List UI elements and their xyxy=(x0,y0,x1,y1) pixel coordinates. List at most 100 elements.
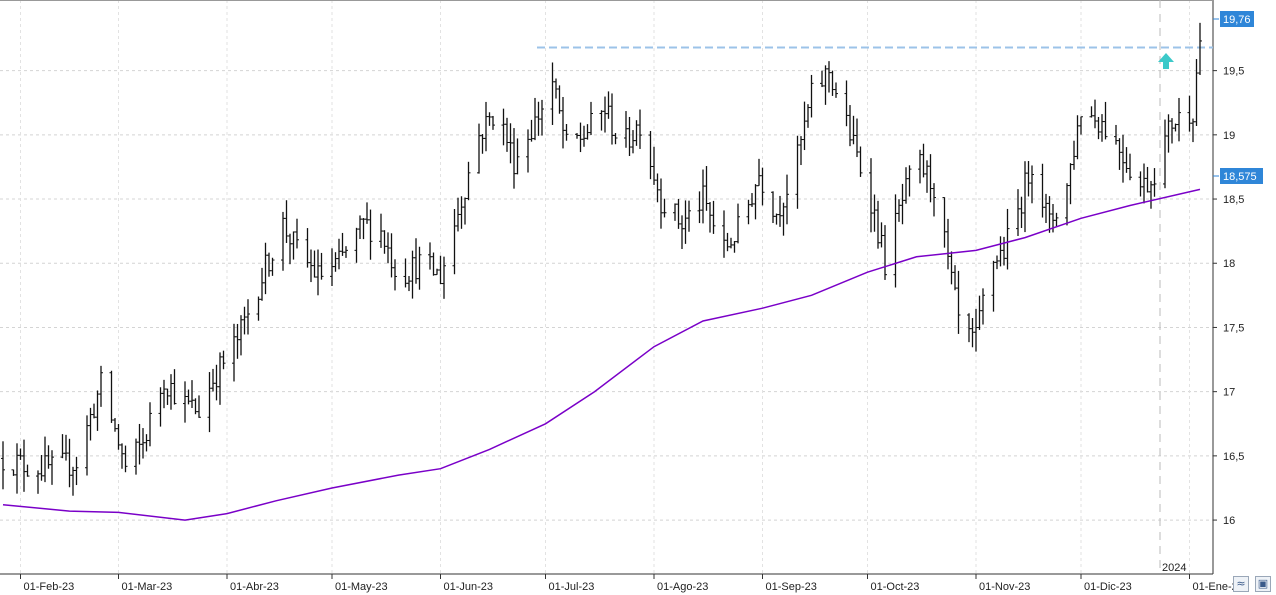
moving-average-line xyxy=(2,188,1201,521)
ohlc-bar xyxy=(459,196,464,229)
ohlc-bar xyxy=(701,169,705,224)
ohlc-bar xyxy=(165,388,170,405)
ohlc-bar xyxy=(652,146,656,185)
ohlc-bar xyxy=(921,143,926,178)
ohlc-bar xyxy=(410,250,415,299)
ohlc-bar xyxy=(134,438,138,475)
ohlc-bar xyxy=(305,228,310,268)
ohlc-bar xyxy=(221,350,226,370)
ohlc-bar xyxy=(785,174,789,225)
ohlc-bar xyxy=(263,242,268,295)
ohlc-bar xyxy=(386,232,390,264)
ohlc-bar xyxy=(1117,138,1122,170)
up-arrow-icon xyxy=(1158,53,1174,69)
ohlc-bar xyxy=(137,423,142,465)
ohlc-bar xyxy=(1093,99,1097,129)
ohlc-bar xyxy=(74,456,79,486)
ohlc-bar xyxy=(680,215,684,250)
ohlc-bar xyxy=(806,104,810,128)
ohlc-bar xyxy=(330,248,334,287)
ohlc-bar xyxy=(260,267,264,301)
ohlc-bar xyxy=(1054,212,1059,227)
ohlc-bar xyxy=(183,381,187,423)
ohlc-bar xyxy=(725,232,730,252)
ohlc-bar xyxy=(753,184,758,220)
ohlc-bar xyxy=(256,296,261,321)
ohlc-bar xyxy=(239,315,243,356)
ohlc-bar xyxy=(1040,163,1045,218)
grid-lines xyxy=(0,0,1213,574)
ohlc-bar xyxy=(365,202,369,224)
ohlc-bar xyxy=(43,436,47,483)
ohlc-bar xyxy=(1100,114,1104,142)
ohlc-bar xyxy=(998,236,1003,267)
ohlc-bar xyxy=(50,450,54,485)
ohlc-bar xyxy=(85,415,89,476)
ohlc-bar xyxy=(981,288,985,325)
ohlc-bar xyxy=(197,395,201,418)
y-tick-label: 18 xyxy=(1223,258,1235,270)
ohlc-bar xyxy=(708,202,712,233)
ohlc-bar xyxy=(802,101,807,151)
ohlc-bar xyxy=(634,120,639,146)
ohlc-bar xyxy=(368,209,373,260)
ohlc-bar xyxy=(683,200,688,244)
ohlc-bar xyxy=(435,268,439,276)
ohlc-bar xyxy=(928,154,933,203)
ohlc-bar xyxy=(1103,101,1108,140)
ohlc-bar xyxy=(974,308,978,352)
ohlc-bar xyxy=(848,105,852,147)
ohlc-bar xyxy=(925,160,929,193)
ohlc-bar xyxy=(1075,115,1080,160)
ohlc-bar xyxy=(897,199,901,222)
ohlc-bar xyxy=(431,252,436,276)
ohlc-bar xyxy=(676,198,681,229)
ohlc-bar xyxy=(141,428,145,459)
ohlc-bar xyxy=(557,85,562,114)
ohlc-bar xyxy=(1194,59,1199,127)
ohlc-bar xyxy=(900,183,905,225)
ohlc-bar xyxy=(760,167,765,206)
ohlc-bar xyxy=(88,407,93,441)
ohlc-bar xyxy=(1166,114,1171,153)
x-tick-label: 01-Jul-23 xyxy=(549,581,595,593)
ohlc-bar xyxy=(288,233,292,265)
ohlc-bar xyxy=(92,403,96,419)
ohlc-bar xyxy=(312,250,317,278)
ohlc-bar xyxy=(71,466,75,496)
ohlc-bar xyxy=(949,251,954,285)
ohlc-bar xyxy=(316,249,320,296)
ohlc-bar xyxy=(704,166,709,211)
ohlc-bar xyxy=(655,173,660,203)
y-tick-label: 16,5 xyxy=(1223,451,1244,463)
y-tick-label: 19 xyxy=(1223,130,1235,142)
x-tick-label: 01-Feb-23 xyxy=(24,581,75,593)
ohlc-bar xyxy=(1121,134,1125,183)
ohlc-bar xyxy=(46,445,51,469)
ohlc-bar xyxy=(1124,147,1129,173)
ohlc-bar xyxy=(1152,168,1157,197)
ohlc-bar xyxy=(578,122,583,153)
ohlc-bar xyxy=(60,434,65,459)
ohlc-bar xyxy=(662,198,667,218)
ohlc-bar xyxy=(729,237,733,249)
ohlc-bar xyxy=(1079,116,1083,135)
ohlc-bar xyxy=(851,115,856,145)
ohlc-bar xyxy=(270,257,275,276)
ohlc-bar xyxy=(627,116,632,156)
ohlc-bar xyxy=(736,203,740,244)
ohlc-bar xyxy=(113,418,117,432)
ohlc-bar xyxy=(781,202,786,236)
zoom-icon[interactable]: ≈ xyxy=(1233,576,1249,592)
ohlc-bar xyxy=(172,369,177,405)
ohlc-bars xyxy=(1,22,1202,496)
save-icon[interactable]: ▣ xyxy=(1255,576,1271,592)
ohlc-bar xyxy=(22,439,26,492)
ohlc-bar xyxy=(1145,166,1150,193)
ohlc-bar xyxy=(774,213,779,225)
ohlc-bar xyxy=(932,183,936,217)
ohlc-bar xyxy=(64,434,68,461)
ohlc-bar xyxy=(858,146,863,177)
ohlc-bar xyxy=(344,246,348,258)
x-tick-label: 01-Dic-23 xyxy=(1084,581,1132,593)
